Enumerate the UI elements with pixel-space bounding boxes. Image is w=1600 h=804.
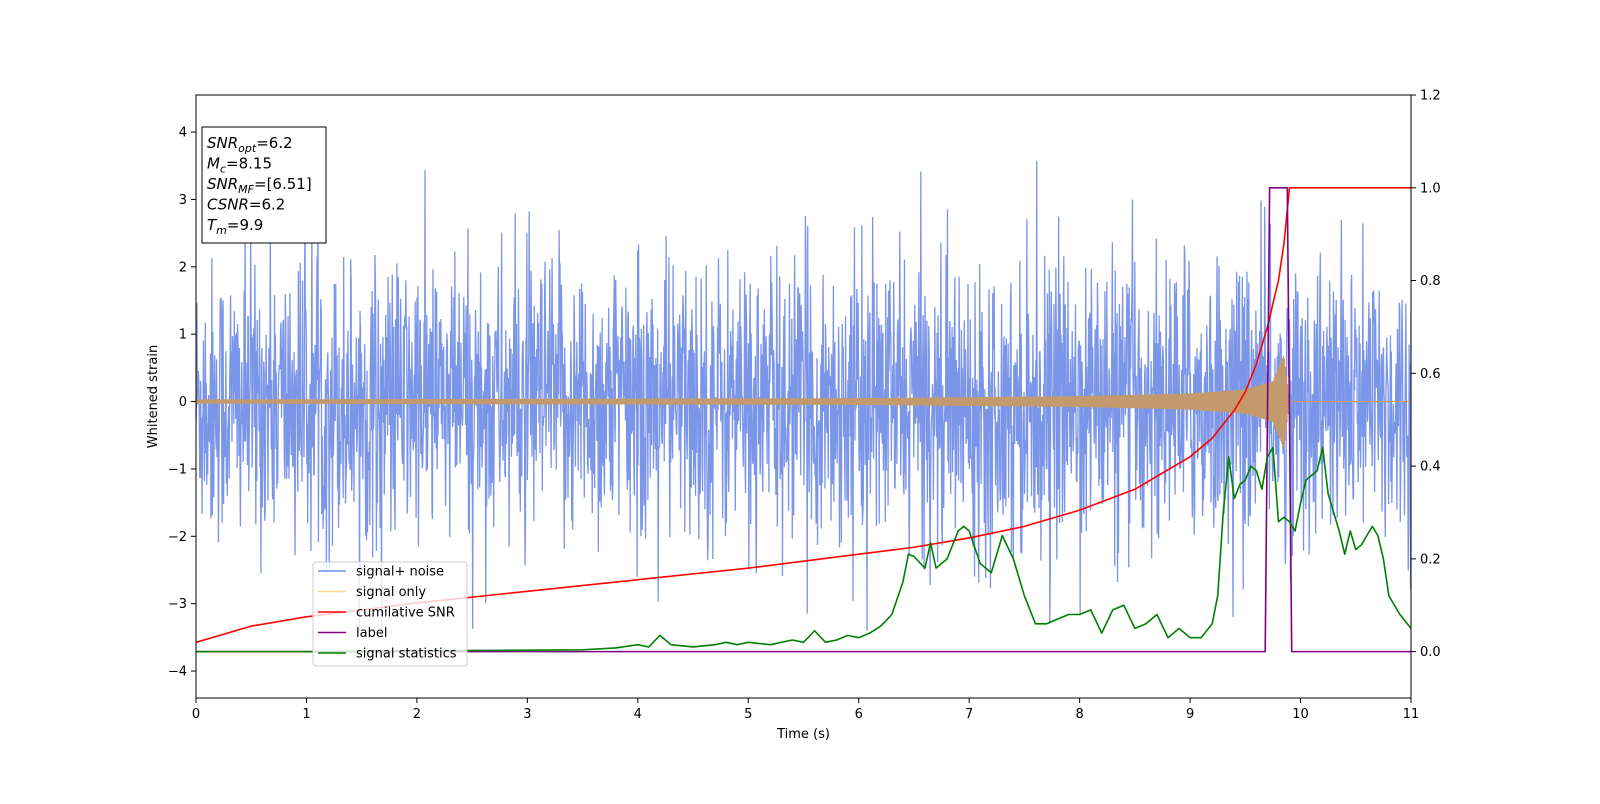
info-box-frame bbox=[201, 126, 327, 244]
x-axis: 0 1 2 3 4 5 6 7 8 9 10 11 bbox=[192, 698, 1419, 722]
x-tick-label: 6 bbox=[855, 707, 863, 722]
x-tick-label: 7 bbox=[965, 707, 973, 722]
legend-label: signal statistics bbox=[356, 647, 457, 662]
info-value: =9.9 bbox=[227, 216, 263, 234]
y-tick-label-left: 0 bbox=[179, 395, 187, 410]
series-signal-statistics bbox=[196, 446, 1411, 653]
info-line: Tm=9.9 bbox=[207, 216, 263, 237]
info-symbol: T bbox=[207, 216, 218, 234]
info-symbol: SNR bbox=[207, 134, 238, 152]
info-value: =6.2 bbox=[256, 134, 292, 152]
y-tick-label-right: 1.0 bbox=[1420, 181, 1441, 196]
x-axis-label: Time (s) bbox=[776, 727, 830, 742]
y-tick-label-right: 0.2 bbox=[1420, 552, 1441, 567]
info-symbol: M bbox=[207, 155, 220, 173]
y-axis-left: −4 −3 −2 −1 0 1 2 3 4 bbox=[168, 126, 196, 680]
info-value: =[6.51] bbox=[254, 175, 312, 193]
series-signal-noise bbox=[196, 160, 1411, 633]
y-tick-label-left: 4 bbox=[179, 126, 187, 141]
y-tick-label-left: −2 bbox=[168, 530, 187, 545]
legend-label: label bbox=[356, 626, 387, 641]
y-tick-label-right: 0.8 bbox=[1420, 274, 1441, 289]
info-subscript: MF bbox=[238, 183, 254, 196]
x-tick-label: 5 bbox=[744, 707, 752, 722]
x-tick-label: 0 bbox=[192, 707, 200, 722]
x-tick-label: 8 bbox=[1075, 707, 1083, 722]
legend-label: cumilative SNR bbox=[356, 606, 455, 621]
series-cumilative-snr bbox=[196, 186, 1411, 644]
y-tick-label-right: 0.6 bbox=[1420, 367, 1441, 382]
x-tick-label: 2 bbox=[413, 707, 421, 722]
legend-frame bbox=[312, 561, 468, 667]
y-axis-label: Whitened strain bbox=[146, 345, 161, 448]
info-symbol: CSNR bbox=[207, 196, 249, 214]
y-tick-label-left: 1 bbox=[179, 328, 187, 343]
info-value: =6.2 bbox=[249, 196, 285, 214]
info-value: =8.15 bbox=[226, 155, 272, 173]
y-tick-label-right: 1.2 bbox=[1420, 89, 1441, 104]
legend-label: signal+ noise bbox=[356, 565, 444, 580]
x-tick-label: 9 bbox=[1186, 707, 1194, 722]
info-symbol: SNR bbox=[207, 175, 238, 193]
x-tick-label: 1 bbox=[302, 707, 310, 722]
info-subscript: opt bbox=[238, 142, 257, 155]
x-tick-label: 3 bbox=[523, 707, 531, 722]
x-tick-label: 10 bbox=[1292, 707, 1309, 722]
y-tick-label-left: 2 bbox=[179, 260, 187, 275]
y-tick-label-left: 3 bbox=[179, 193, 187, 208]
series-label bbox=[196, 186, 1411, 653]
plot-area bbox=[196, 160, 1411, 653]
y-tick-label-left: −4 bbox=[168, 665, 187, 680]
y-tick-label-right: 0.0 bbox=[1420, 645, 1441, 660]
legend-label: signal only bbox=[356, 585, 426, 600]
x-tick-label: 4 bbox=[634, 707, 642, 722]
info-box: SNRopt=6.2Mc=8.15SNRMF=[6.51]CSNR=6.2Tm=… bbox=[201, 126, 327, 244]
legend: signal+ noise signal only cumilative SNR la… bbox=[312, 561, 468, 667]
info-line: SNRMF=[6.51] bbox=[207, 175, 312, 196]
y-tick-label-left: −3 bbox=[168, 597, 187, 612]
series-signal-only bbox=[196, 355, 1411, 449]
plot-frame bbox=[195, 94, 1412, 699]
info-subscript: c bbox=[220, 163, 226, 176]
info-line: SNRopt=6.2 bbox=[207, 134, 293, 155]
y-tick-label-right: 0.4 bbox=[1420, 460, 1441, 475]
info-line: Mc=8.15 bbox=[207, 155, 272, 176]
info-subscript: m bbox=[216, 224, 227, 237]
y-tick-label-left: −1 bbox=[168, 462, 187, 477]
x-tick-label: 11 bbox=[1403, 707, 1420, 722]
info-line: CSNR=6.2 bbox=[207, 196, 285, 214]
y-axis-right: 0.0 0.2 0.4 0.6 0.8 1.0 1.2 bbox=[1411, 89, 1441, 660]
